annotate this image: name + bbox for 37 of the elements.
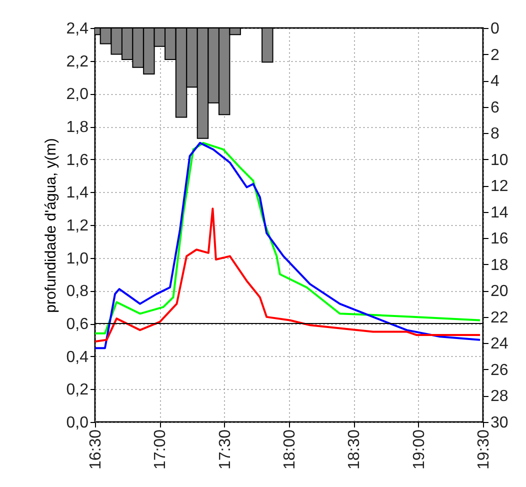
y2-tick-label: 14 <box>490 204 508 222</box>
y2-tick-label: 28 <box>490 388 508 406</box>
y-tick-label: 1,8 <box>66 119 89 136</box>
y-tick-label: 1,4 <box>66 184 89 202</box>
y2-tick-label: 22 <box>490 309 508 326</box>
y2-tick-label: 20 <box>490 283 508 300</box>
y2-tick-label: 16 <box>490 230 508 248</box>
y2-tick-label: 8 <box>490 126 500 143</box>
y2-tick-label: 2 <box>490 46 500 64</box>
y-tick-label: 1,6 <box>66 152 89 169</box>
y2-tick-label: 0 <box>490 20 500 38</box>
x-tick-label: 18:00 <box>282 429 298 470</box>
y-tick-label: 0,2 <box>66 382 89 399</box>
y2-tick-label: 18 <box>490 256 508 274</box>
x-tick-label: 19:00 <box>410 429 428 470</box>
y-tick-label: 0,8 <box>66 283 89 300</box>
y2-tick-label: 4 <box>490 73 500 90</box>
y2-tick-label: 26 <box>490 362 508 379</box>
x-tick-label: 19:30 <box>476 429 492 470</box>
x-tick-label: 16:30 <box>88 429 104 470</box>
y-axis-title: profundidade d'água, y(m) <box>42 138 60 313</box>
x-tick-label: 17:00 <box>152 429 170 470</box>
y2-tick-label: 30 <box>490 414 508 432</box>
y-tick-label: 0,0 <box>66 414 89 432</box>
y-tick-label: 0,6 <box>66 316 89 333</box>
y2-tick-label: 10 <box>490 152 508 169</box>
y-tick-label: 2,2 <box>66 53 89 70</box>
y2-tick-label: 12 <box>490 178 508 196</box>
y-tick-label: 0,4 <box>66 348 89 366</box>
y-tick-label: 2,4 <box>66 20 89 38</box>
y-tick-label: 1,2 <box>66 218 89 234</box>
y-tick-label: 2,0 <box>66 86 89 104</box>
y2-tick-label: 24 <box>490 336 508 353</box>
y2-tick-label: 6 <box>490 99 500 116</box>
x-tick-label: 17:30 <box>216 429 234 470</box>
x-tick-label: 18:30 <box>346 429 364 470</box>
y-tick-label: 1,0 <box>66 250 89 268</box>
